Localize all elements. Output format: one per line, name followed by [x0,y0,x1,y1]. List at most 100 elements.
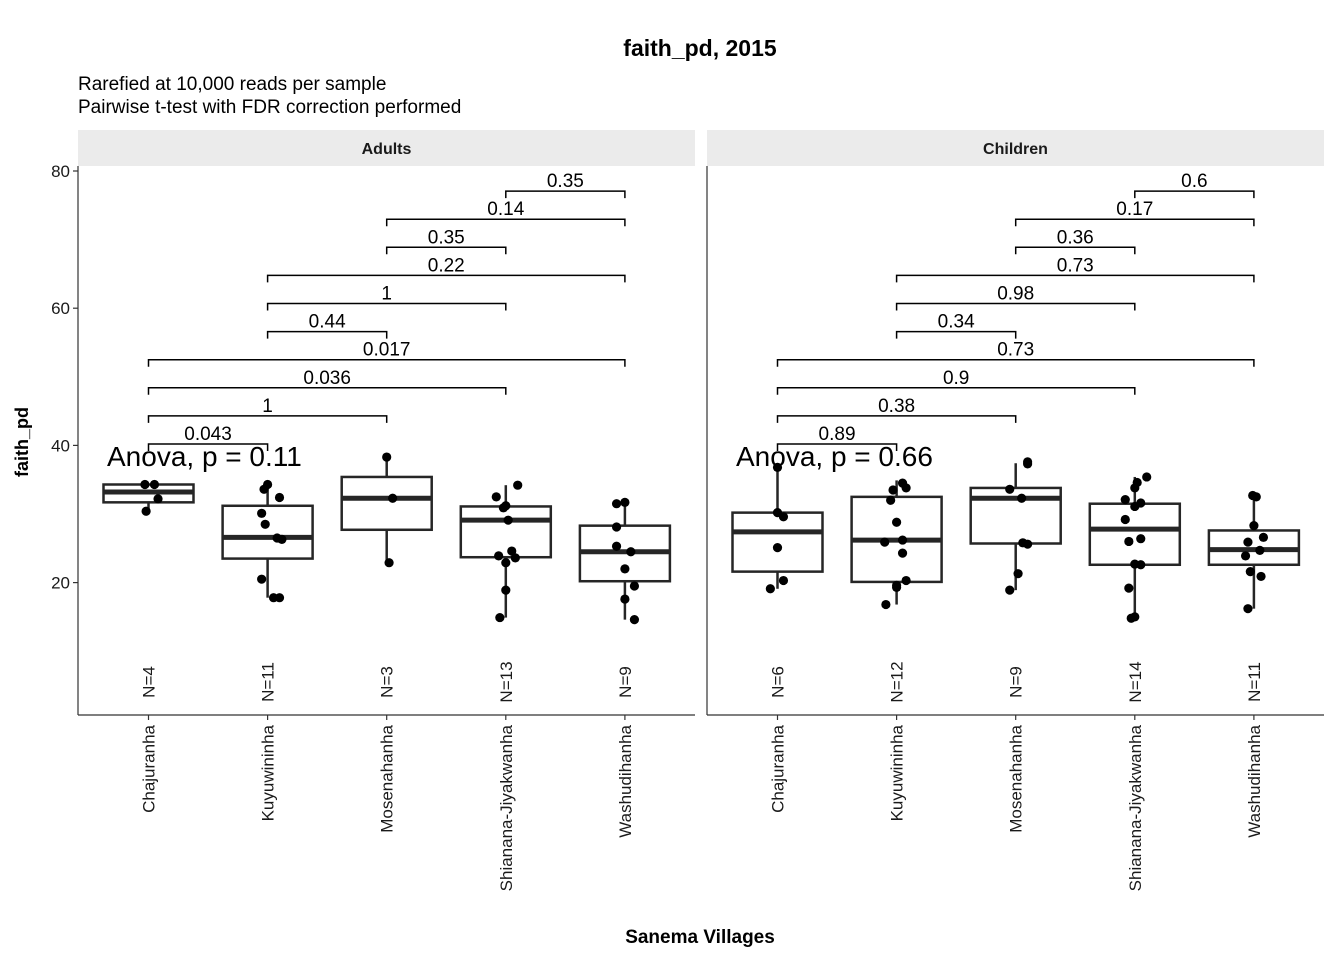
children-x-tick-label: Mosenahanha [1007,724,1026,832]
adults-comparison-bracket [266,330,388,339]
adults-comparison-bracket [147,443,269,451]
children-data-point [901,483,911,493]
children-data-point [1136,560,1146,570]
adults-data-point [611,522,622,532]
chart-subtitle-line-1: Rarefied at 10,000 reads per sample [78,74,386,95]
children-box [731,511,824,573]
y-tick-label: 60 [51,299,70,318]
children-comparison-bracket [776,443,898,451]
adults-n-label: N=11 [259,662,278,702]
adults-data-point [274,593,285,603]
children-data-point [1258,532,1269,542]
children-data-point [1017,493,1027,503]
adults-comparison-p-value: 1 [381,284,392,305]
adults-data-point [384,558,394,568]
children-comparison-bracket [776,358,1255,367]
children-data-point [1120,514,1130,525]
children-data-point [892,582,902,593]
children-data-point [901,575,911,586]
chart-title: faith_pd, 2015 [623,35,777,61]
adults-comparison-p-value: 0.35 [428,227,465,248]
adults-data-point [620,594,630,604]
adults-data-point [626,547,636,557]
adults-comparison-p-value: 0.043 [184,424,232,445]
children-data-point [880,537,890,547]
children-data-point [1255,545,1265,555]
children-data-point [1249,521,1259,531]
children-data-point [1256,571,1266,582]
adults-data-point [491,492,501,502]
children-comparison-p-value: 0.73 [1057,255,1094,276]
adults-comparison-bracket [505,190,626,199]
adults-comparison-bracket [147,415,388,423]
children-comparison-bracket [1014,218,1255,227]
adults-strip-label: Adults [362,141,412,158]
adults-x-tick-label: Washudihanha [616,724,635,837]
adults-data-point [274,492,285,503]
y-axis-title: faith_pd [12,407,32,477]
adults-anova-label: Anova, p = 0.11 [107,441,302,472]
adults-data-point [141,506,151,516]
children-data-point [778,512,789,522]
adults-data-point [259,484,269,494]
adults-comparison-bracket [266,274,626,283]
adults-data-point [277,534,287,544]
children-data-point [1130,483,1140,493]
children-data-point [1243,604,1253,614]
children-data-point [1005,585,1015,595]
adults-x-tick-label: Mosenahanha [378,724,397,832]
adults-x-tick-label: Chajuranha [140,724,159,812]
children-n-label: N=6 [769,666,788,698]
adults-comparison-bracket [385,246,507,255]
adults-comparison-p-value: 1 [262,396,273,417]
children-comparison-p-value: 0.98 [997,284,1034,305]
adults-n-label: N=3 [378,666,397,698]
children-data-point [1005,484,1015,494]
children-data-point [1124,583,1134,593]
adults-data-point [507,546,517,556]
adults-data-point [501,558,511,568]
adults-comparison-p-value: 0.35 [547,171,584,192]
children-data-point [1142,472,1152,482]
children-data-point [1023,459,1033,469]
adults-comparison-bracket [266,302,507,311]
children-comparison-p-value: 0.73 [997,340,1034,361]
adults-data-point [495,612,505,623]
children-x-tick-label: Washudihanha [1245,724,1264,837]
adults-box [459,505,553,559]
children-data-point [1124,536,1134,547]
adults-data-point [501,585,511,595]
children-comparison-p-value: 0.89 [819,424,856,445]
adults-data-point [382,452,392,462]
children-strip-label: Children [983,141,1048,158]
children-comparison-bracket [1134,190,1255,199]
children-comparison-p-value: 0.34 [938,312,975,333]
adults-data-point [149,479,160,490]
children-data-point [1240,551,1251,561]
adults-data-point [510,553,520,563]
adults-x-tick-label: Shianana-Jiyakwanha [497,724,516,891]
children-n-label: N=11 [1245,662,1264,702]
children-x-tick-label: Chajuranha [769,724,788,812]
adults-box [221,504,314,560]
adults-data-point [388,493,398,503]
y-tick-label: 20 [51,574,70,593]
children-data-point [772,462,783,472]
adults-comparison-bracket [147,358,626,367]
adults-comparison-bracket [385,218,626,227]
children-n-label: N=9 [1007,666,1026,698]
adults-data-point [629,581,640,591]
adults-comparison-p-value: 0.44 [309,312,346,333]
children-data-point [765,584,775,594]
adults-comparison-bracket [147,387,507,395]
children-data-point [1023,539,1033,549]
plot-area: Adults 20 40 60 80 Chajuranha Kuyuwininha Mosen… [51,130,1324,891]
children-comparison-p-value: 0.6 [1181,171,1207,192]
children-comparison-bracket [895,274,1255,283]
children-anova-label: Anova, p = 0.66 [736,441,933,472]
children-data-point [1251,492,1261,502]
children-data-point [881,599,891,610]
children-data-point [1013,569,1023,579]
children-data-point [886,495,896,505]
